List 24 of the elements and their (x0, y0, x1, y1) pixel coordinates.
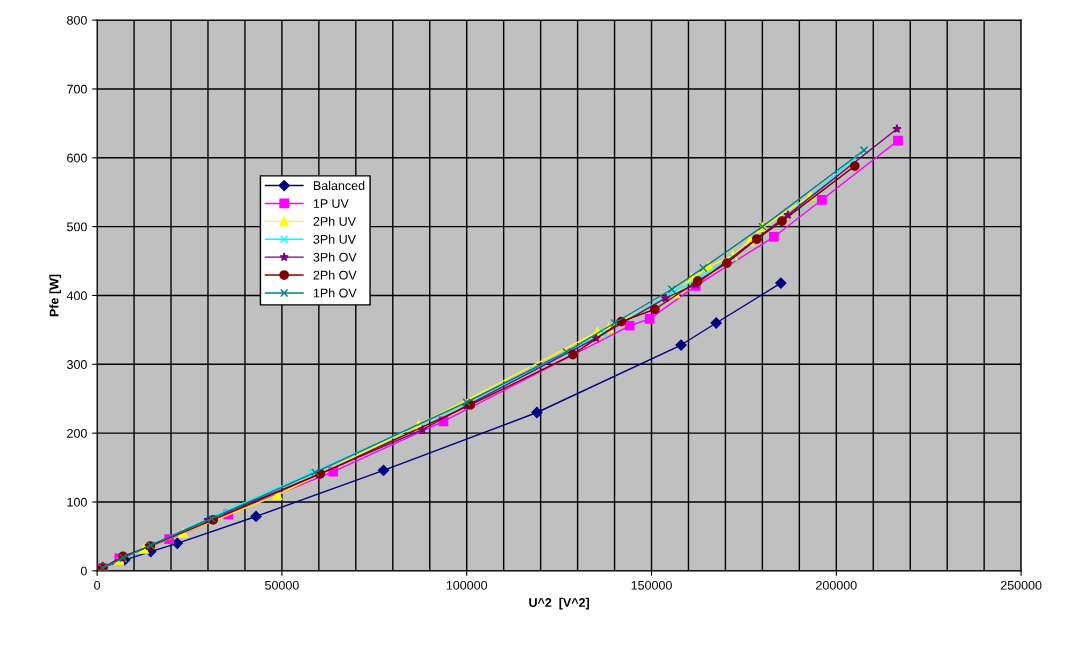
y-tick-label: 0 (80, 566, 87, 576)
legend-label: 1P UV (313, 199, 349, 208)
y-tick-label: 400 (66, 291, 87, 301)
x-axis-title: U^2 [V^2] (529, 597, 589, 610)
legend-label: Balanced (313, 180, 365, 191)
legend-label: 2Ph OV (313, 270, 357, 280)
y-tick-label: 200 (67, 428, 87, 438)
y-tick-label: 700 (67, 84, 87, 94)
x-tick-label: 50000 (265, 580, 299, 590)
x-tick-label: 250000 (1000, 580, 1042, 590)
x-tick-label: 0 (94, 580, 101, 590)
y-tick-label: 600 (67, 153, 87, 163)
legend-label: 1Ph OV (313, 288, 357, 298)
y-tick-label: 500 (67, 222, 87, 232)
legend-label: 2Ph UV (313, 216, 356, 226)
x-tick-label: 100000 (446, 580, 488, 590)
y-tick-label: 100 (67, 497, 87, 507)
x-tick-label: 200000 (816, 580, 857, 590)
y-axis-title: Pfe [W] (49, 274, 61, 317)
y-tick-label: 800 (67, 15, 87, 25)
legend-label: 3Ph OV (313, 252, 357, 262)
y-tick-label: 300 (67, 360, 87, 369)
legend-label: 3Ph UV (313, 234, 356, 244)
x-tick-label: 150000 (631, 580, 672, 590)
